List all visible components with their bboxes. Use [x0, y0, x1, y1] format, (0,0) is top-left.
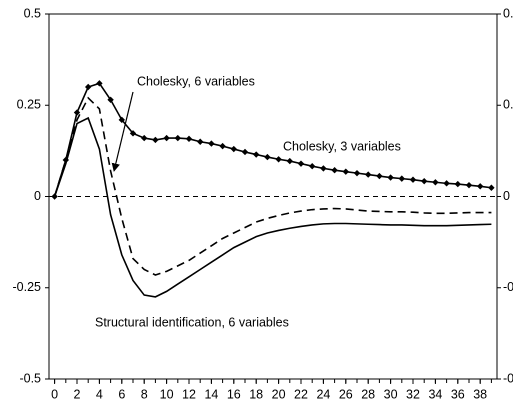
- x-tick-label: 26: [339, 387, 353, 401]
- series-marker: [230, 145, 237, 153]
- x-tick-label: 2: [74, 387, 81, 401]
- y2-tick-label: -0.25: [503, 280, 513, 294]
- series-marker: [443, 180, 450, 187]
- y-tick-label: -0.25: [13, 280, 42, 294]
- series-marker: [241, 148, 249, 156]
- series-marker: [107, 96, 114, 103]
- series-marker: [409, 176, 417, 183]
- series-marker: [73, 109, 81, 116]
- series-marker: [174, 134, 181, 142]
- series-marker: [197, 138, 204, 145]
- x-tick-label: 8: [141, 387, 148, 401]
- series-marker: [208, 140, 215, 147]
- series-marker: [152, 136, 159, 144]
- series-marker: [286, 157, 293, 165]
- y2-tick-label: -0.5: [503, 371, 513, 385]
- series-marker: [85, 83, 92, 91]
- x-tick-label: 38: [473, 387, 487, 401]
- series-marker: [309, 163, 316, 170]
- series-marker: [353, 169, 361, 177]
- x-tick-label: 28: [361, 387, 375, 401]
- series-marker: [253, 151, 260, 158]
- series-line: [53, 116, 492, 298]
- x-tick-label: 0: [51, 387, 58, 401]
- x-tick-label: 4: [96, 387, 103, 401]
- series-marker: [163, 134, 170, 142]
- x-tick-label: 22: [294, 387, 308, 401]
- series-marker: [432, 179, 439, 186]
- series-marker: [488, 184, 495, 191]
- series-marker: [141, 134, 148, 142]
- y2-tick-label: 0.5: [503, 6, 513, 20]
- x-tick-label: 30: [384, 387, 398, 401]
- series-marker: [62, 156, 69, 164]
- series-marker: [275, 156, 282, 163]
- series-marker: [376, 172, 383, 180]
- series-marker: [118, 116, 125, 124]
- series-line: [53, 96, 492, 276]
- x-tick-label: 20: [272, 387, 286, 401]
- x-tick-label: 34: [428, 387, 442, 401]
- series-marker: [398, 175, 405, 182]
- series-label: Structural identification, 6 variables: [95, 315, 289, 329]
- y-tick-label: -0.5: [19, 371, 41, 385]
- x-tick-label: 10: [160, 387, 174, 401]
- series-line: [53, 82, 492, 197]
- x-tick-label: 12: [182, 387, 196, 401]
- series-marker: [297, 160, 305, 167]
- series-marker: [320, 165, 327, 172]
- y-tick-label: 0.5: [24, 6, 41, 20]
- x-tick-label: 24: [316, 387, 330, 401]
- x-tick-label: 14: [204, 387, 218, 401]
- series-label: Cholesky, 6 variables: [137, 74, 255, 88]
- y2-tick-label: 0: [503, 189, 510, 203]
- series-marker: [387, 174, 394, 181]
- y-tick-label: 0: [34, 189, 41, 203]
- y2-tick-label: 0.25: [503, 98, 513, 112]
- series-label: Cholesky, 3 variables: [283, 139, 401, 153]
- x-tick-label: 6: [118, 387, 125, 401]
- x-tick-label: 36: [451, 387, 465, 401]
- series-marker: [477, 183, 484, 190]
- x-tick-label: 18: [249, 387, 263, 401]
- series-marker: [129, 130, 137, 137]
- x-tick-label: 16: [227, 387, 241, 401]
- series-marker: [185, 135, 193, 143]
- series-marker: [264, 153, 271, 161]
- series-marker: [465, 181, 473, 189]
- series-marker: [365, 171, 372, 178]
- series-marker: [421, 177, 428, 185]
- series-marker: [96, 80, 103, 87]
- series-marker: [331, 167, 338, 174]
- series-marker: [342, 168, 349, 175]
- x-tick-label: 32: [406, 387, 420, 401]
- series-marker: [219, 142, 226, 150]
- series-marker: [454, 180, 461, 188]
- annotation-arrow: [111, 91, 134, 172]
- y-tick-label: 0.25: [17, 98, 41, 112]
